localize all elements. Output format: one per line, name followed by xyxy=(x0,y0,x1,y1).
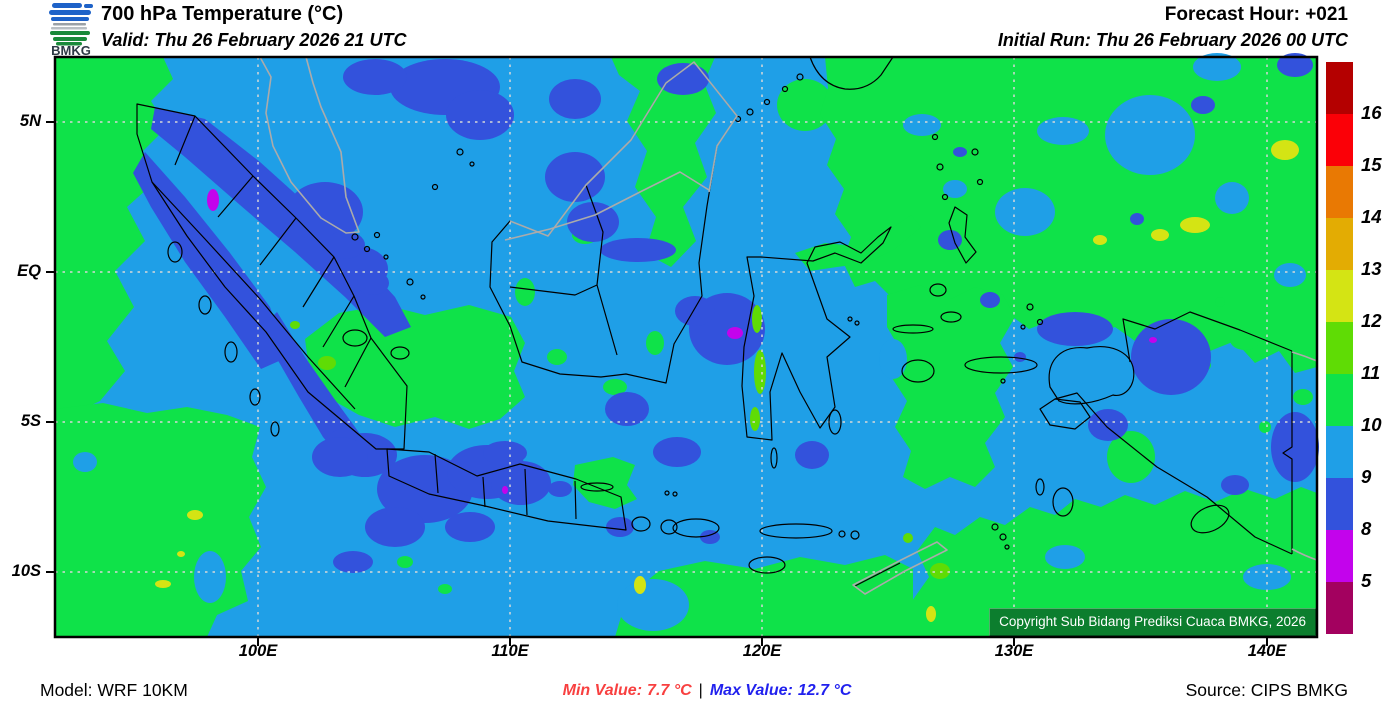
temperature-field xyxy=(55,53,1319,637)
colorbar-label: 13 xyxy=(1361,258,1382,279)
initial-run: Initial Run: Thu 26 February 2026 00 UTC xyxy=(997,30,1348,50)
colorbar-segment xyxy=(1326,426,1353,478)
coastlines-indonesia xyxy=(136,56,1293,587)
latitude-label: 5N xyxy=(19,112,41,130)
colorbar-label: 11 xyxy=(1361,362,1381,383)
colorbar-segment xyxy=(1326,374,1353,426)
colorbar-segment xyxy=(1326,166,1353,218)
copyright-badge: Copyright Sub Bidang Prediksi Cuaca BMKG… xyxy=(989,608,1316,636)
longitude-label: 110E xyxy=(491,642,529,660)
map-area: Copyright Sub Bidang Prediksi Cuaca BMKG… xyxy=(46,53,1319,646)
page-title: 700 hPa Temperature (°C) xyxy=(101,3,344,25)
latitude-label: 10S xyxy=(11,562,41,580)
forecast-hour: Forecast Hour: +021 xyxy=(1164,4,1348,25)
colorbar-label: 9 xyxy=(1361,466,1372,487)
source-label: Source: CIPS BMKG xyxy=(1185,680,1348,700)
minmax-values: Min Value: 7.7 °C | Max Value: 12.7 °C xyxy=(563,682,852,700)
colorbar-segment xyxy=(1326,218,1353,270)
min-value: 7.7 °C xyxy=(647,682,692,699)
max-value: 12.7 °C xyxy=(797,682,852,699)
colorbar-segment xyxy=(1326,530,1353,582)
longitude-label: 100E xyxy=(238,642,278,660)
max-value-label: Max Value: xyxy=(709,682,793,699)
longitude-label: 120E xyxy=(742,642,782,660)
bmkg-logo: BMKG xyxy=(44,1,98,58)
colorbar-segment xyxy=(1326,322,1353,374)
map-frame xyxy=(53,55,1319,639)
minmax-separator: | xyxy=(698,682,703,699)
longitude-label: 130E xyxy=(994,642,1034,660)
valid-time: Valid: Thu 26 February 2026 21 UTC xyxy=(101,30,407,50)
model-label: Model: WRF 10KM xyxy=(40,680,188,700)
colorbar xyxy=(1326,62,1353,634)
colorbar-segment xyxy=(1326,62,1353,114)
colorbar-segment xyxy=(1326,478,1353,530)
colorbar-segment xyxy=(1326,582,1353,634)
longitude-label: 140E xyxy=(1247,642,1287,660)
colorbar-label: 15 xyxy=(1361,154,1382,175)
bmkg-logo-graphic: BMKG xyxy=(49,3,93,58)
latitude-label: EQ xyxy=(17,262,41,280)
coastlines-neighbours xyxy=(259,56,1318,595)
colorbar-label: 8 xyxy=(1361,518,1372,539)
bmkg-logo-text: BMKG xyxy=(51,43,91,56)
colorbar-label: 16 xyxy=(1361,102,1382,123)
colorbar-label: 5 xyxy=(1361,570,1372,591)
colorbar-segment xyxy=(1326,114,1353,166)
axis-ticks xyxy=(46,121,1268,646)
colorbar-label: 10 xyxy=(1361,414,1382,435)
cold-spots xyxy=(207,189,1157,494)
min-value-label: Min Value: xyxy=(562,682,643,699)
latitude-label: 5S xyxy=(20,412,41,430)
colorbar-label: 12 xyxy=(1361,310,1382,331)
colorbar-label: 14 xyxy=(1361,206,1382,227)
graticule xyxy=(55,57,1317,637)
map-canvas xyxy=(46,53,1319,646)
colorbar-segment xyxy=(1326,270,1353,322)
